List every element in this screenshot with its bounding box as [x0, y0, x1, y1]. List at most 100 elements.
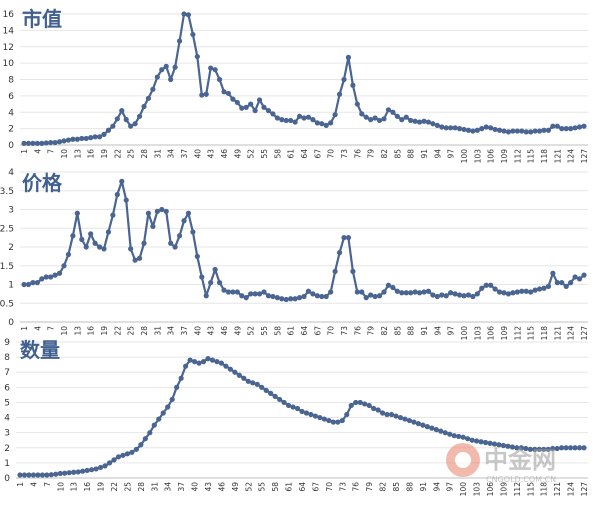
data-point [451, 433, 457, 439]
data-point [123, 117, 129, 123]
data-point [83, 135, 89, 142]
data-point [138, 442, 144, 448]
x-tick-label: 43 [207, 149, 216, 159]
data-point [368, 117, 374, 123]
data-point [245, 378, 251, 384]
x-tick-label: 28 [140, 149, 149, 159]
data-point [483, 124, 489, 130]
data-point [102, 463, 108, 469]
data-point [412, 118, 418, 124]
y-tick-label: 0.5 [0, 299, 14, 309]
data-point [541, 285, 547, 291]
data-point [30, 140, 36, 146]
data-point [317, 414, 323, 421]
x-tick-label: 85 [392, 482, 401, 492]
x-tick-label: 121 [553, 326, 562, 341]
data-point [115, 454, 122, 460]
data-point [314, 120, 320, 126]
x-tick-label: 94 [433, 149, 442, 159]
data-point [292, 119, 298, 125]
data-point [75, 469, 81, 475]
data-point [336, 91, 343, 97]
data-point [123, 197, 129, 203]
data-point [301, 293, 307, 300]
data-point [314, 293, 320, 299]
x-tick-label: 97 [447, 326, 456, 336]
y-tick-label: 6 [8, 92, 14, 102]
data-point [344, 411, 350, 418]
data-point [439, 124, 445, 130]
data-point [545, 127, 552, 133]
x-tick-label: 34 [167, 326, 176, 336]
x-tick-label: 112 [513, 326, 522, 341]
x-tick-label: 97 [447, 149, 456, 159]
data-point [151, 422, 157, 428]
data-point [550, 445, 556, 452]
data-point [576, 276, 583, 282]
x-tick-label: 73 [340, 326, 349, 336]
data-point [488, 282, 494, 288]
data-point [385, 282, 392, 288]
data-point [250, 380, 256, 386]
data-point [581, 123, 587, 129]
data-point [259, 384, 265, 390]
data-point [89, 467, 95, 473]
data-point [357, 399, 363, 406]
x-tick-label: 67 [313, 326, 322, 336]
data-point [376, 117, 383, 124]
x-tick-label: 121 [553, 482, 562, 497]
data-point [563, 126, 569, 132]
data-point [366, 402, 372, 409]
data-point [336, 250, 343, 256]
data-point [514, 289, 520, 295]
x-tick-label: 22 [113, 149, 122, 159]
data-point [216, 76, 223, 83]
y-tick-label: 3 [4, 429, 10, 439]
data-point [554, 123, 560, 129]
y-tick-label: 1 [8, 281, 14, 291]
data-point [376, 293, 383, 299]
x-tick-label: 4 [33, 326, 42, 331]
x-tick-label: 100 [460, 149, 469, 164]
x-tick-label: 121 [553, 149, 562, 164]
data-point [187, 357, 193, 363]
data-point [285, 402, 292, 409]
data-point [105, 127, 112, 133]
data-point [390, 284, 396, 291]
data-point [479, 285, 485, 291]
data-point [292, 296, 298, 302]
data-point [421, 289, 427, 295]
data-point [56, 139, 63, 145]
data-point [114, 116, 120, 122]
data-point [379, 410, 386, 416]
data-point [447, 431, 453, 437]
data-point [84, 467, 90, 474]
data-point [470, 293, 476, 300]
data-point [319, 121, 325, 127]
data-point [241, 375, 247, 381]
data-point [465, 127, 472, 133]
data-point [62, 470, 68, 476]
data-point [359, 289, 365, 295]
x-tick-label: 46 [217, 482, 226, 492]
data-point [214, 359, 220, 365]
data-point [66, 470, 72, 476]
data-point [65, 251, 72, 258]
data-point [216, 280, 223, 286]
x-tick-label: 115 [527, 326, 536, 341]
y-tick-label: 4 [8, 168, 14, 178]
data-point [421, 118, 427, 124]
data-point [265, 293, 272, 299]
data-point [465, 436, 471, 442]
x-tick-label: 112 [513, 149, 522, 164]
x-tick-label: 7 [47, 326, 56, 331]
data-point [261, 104, 267, 110]
data-point [514, 445, 520, 451]
data-point [96, 244, 103, 250]
data-point [136, 255, 143, 261]
data-point [430, 292, 436, 298]
data-point [296, 113, 303, 119]
data-point [80, 468, 86, 474]
x-tick-label: 109 [500, 326, 509, 341]
data-point [448, 290, 454, 296]
